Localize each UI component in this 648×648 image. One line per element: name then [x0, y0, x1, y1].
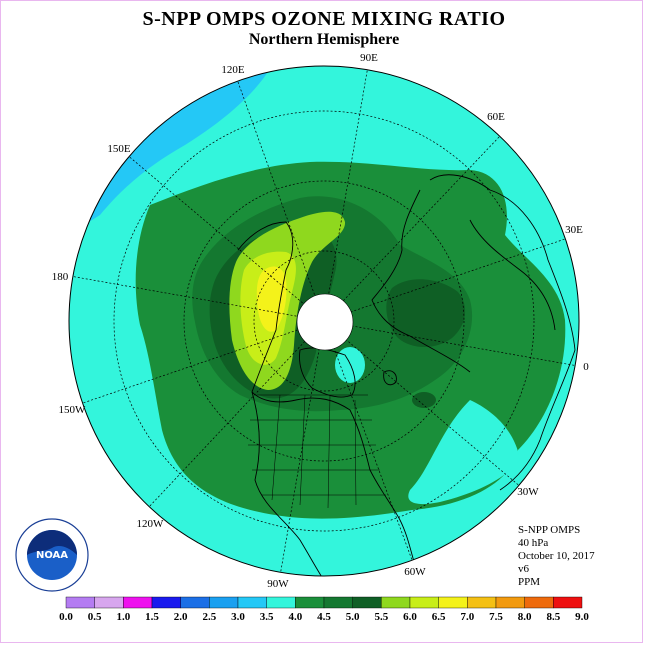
info-units: PPM [518, 576, 541, 588]
graticule [69, 66, 579, 576]
lon-label-0: 0 [583, 361, 589, 373]
legend-tick-label: 4.5 [317, 611, 331, 623]
region-3.5-4.0-lobe [408, 400, 520, 505]
info-version: v6 [518, 563, 529, 575]
legend-swatch [151, 596, 181, 609]
legend-tick-label: 7.0 [460, 611, 474, 623]
legend-tick-label: 3.5 [260, 611, 274, 623]
meridian-0 [323, 320, 579, 367]
meridian-30w [323, 320, 523, 489]
legend-tick-label: 3.0 [231, 611, 245, 623]
legend-tick-label: 7.5 [489, 611, 503, 623]
coast-na-west [251, 391, 331, 576]
lat-circle-50n [183, 180, 465, 462]
legend-swatch [266, 596, 296, 609]
meridian-150w [79, 320, 325, 405]
lat-circle-30n [113, 110, 535, 532]
info-date: October 10, 2017 [518, 550, 595, 562]
legend-tick-label: 0.5 [88, 611, 102, 623]
lon-label-90w: 90W [267, 578, 289, 590]
meridian-60e [323, 135, 501, 322]
logo-bird [27, 530, 77, 555]
legend-tick-label: 8.5 [546, 611, 560, 623]
lon-label-150w: 150W [59, 404, 87, 416]
legend-swatch [524, 596, 554, 609]
lon-label-120w: 120W [137, 518, 165, 530]
meridian-90w [279, 320, 325, 576]
legend-swatch [495, 596, 525, 609]
lon-label-60w: 60W [404, 566, 426, 578]
coast-alaska [237, 221, 297, 403]
info-instrument: S-NPP OMPS [518, 524, 581, 536]
legend-swatch [553, 596, 583, 609]
legend-swatch [123, 596, 153, 609]
legend-tick-label: 6.5 [432, 611, 446, 623]
polar-no-data [296, 293, 354, 351]
meridian-150e [125, 153, 325, 322]
map-disc-outline [68, 65, 580, 577]
legend-swatch [94, 596, 124, 609]
coast-states-grid-v [271, 394, 357, 509]
coast-asia-inner [469, 219, 556, 331]
noaa-logo: NOAA [15, 518, 89, 592]
coast-states-grid-h [248, 394, 386, 496]
lon-label-150e: 150E [107, 143, 131, 155]
legend-tick-label: 1.0 [116, 611, 130, 623]
legend-tick-label: 5.5 [374, 611, 388, 623]
legend-swatch [409, 596, 439, 609]
lon-label-180: 180 [52, 271, 69, 283]
legend-swatch [381, 596, 411, 609]
legend-tick-label: 1.5 [145, 611, 159, 623]
meridian-60w [323, 320, 413, 561]
legend-swatch [438, 596, 468, 609]
coastlines [237, 174, 576, 576]
legend-tick-label: 8.0 [518, 611, 532, 623]
legend-tick-label: 5.0 [346, 611, 360, 623]
lon-label-90e: 90E [360, 52, 378, 64]
lon-label-30w: 30W [517, 486, 539, 498]
legend-tick-label: 9.0 [575, 611, 589, 623]
legend-tick-label: 4.0 [288, 611, 302, 623]
legend-swatch [65, 596, 95, 609]
meridian-30e [323, 237, 569, 322]
meridian-120w [147, 320, 325, 509]
color-legend: 0.0 0.5 1.0 1.5 2.0 2.5 3.0 3.5 4.0 4.5 5.0 5.5 6.0 6… [59, 596, 589, 623]
region-3.5-4.0-patch [335, 347, 365, 383]
legend-swatch [467, 596, 497, 609]
legend-swatch [352, 596, 382, 609]
region-5.0-5.5-east [386, 279, 466, 347]
map-subtitle: Northern Hemisphere [248, 31, 400, 48]
legend-swatch [237, 596, 267, 609]
region-6.5-7.0 [256, 266, 287, 332]
lon-label-30e: 30E [565, 224, 583, 236]
lat-circle-70n [253, 250, 395, 392]
legend-tick-label: 6.0 [403, 611, 417, 623]
coast-iceland [383, 370, 397, 386]
meridian-180 [69, 275, 325, 322]
logo-text: NOAA [36, 550, 68, 561]
info-pressure: 40 hPa [518, 537, 549, 549]
legend-tick-label: 2.0 [174, 611, 188, 623]
legend-swatch [323, 596, 353, 609]
coast-eurasia [429, 174, 576, 491]
legend-tick-label: 2.5 [202, 611, 216, 623]
legend-tick-label: 0.0 [59, 611, 73, 623]
map-info-block: S-NPP OMPS 40 hPa October 10, 2017 v6 PP… [518, 524, 595, 589]
lon-label-120e: 120E [221, 64, 245, 76]
lon-label-60e: 60E [487, 111, 505, 123]
region-5.0-5.5-patch [412, 392, 436, 408]
coast-europe [371, 189, 471, 373]
map-title: S-NPP OMPS OZONE MIXING RATIO [142, 8, 506, 30]
legend-swatch [180, 596, 210, 609]
legend-swatch [209, 596, 239, 609]
legend-swatch [295, 596, 325, 609]
meridian-90e [323, 66, 369, 322]
